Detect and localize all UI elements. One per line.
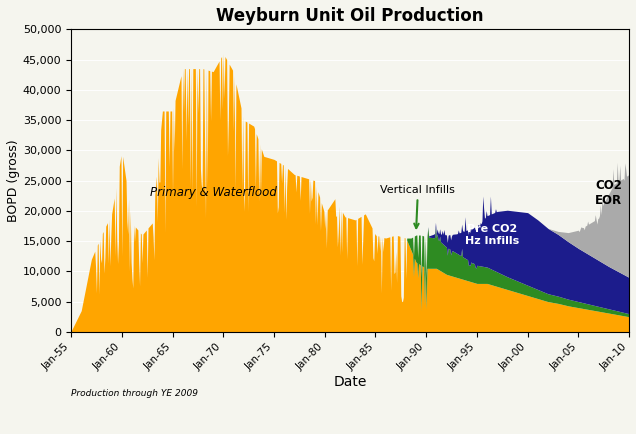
Text: Pre CO2
Hz Infills: Pre CO2 Hz Infills xyxy=(465,224,519,246)
X-axis label: Date: Date xyxy=(333,375,367,389)
Text: CO2
EOR: CO2 EOR xyxy=(595,179,623,207)
Text: Production through YE 2009: Production through YE 2009 xyxy=(71,389,198,398)
Y-axis label: BOPD (gross): BOPD (gross) xyxy=(7,139,20,222)
Title: Weyburn Unit Oil Production: Weyburn Unit Oil Production xyxy=(216,7,484,25)
Text: Vertical Infills: Vertical Infills xyxy=(380,184,455,228)
Text: Primary & Waterflood: Primary & Waterflood xyxy=(149,186,277,199)
